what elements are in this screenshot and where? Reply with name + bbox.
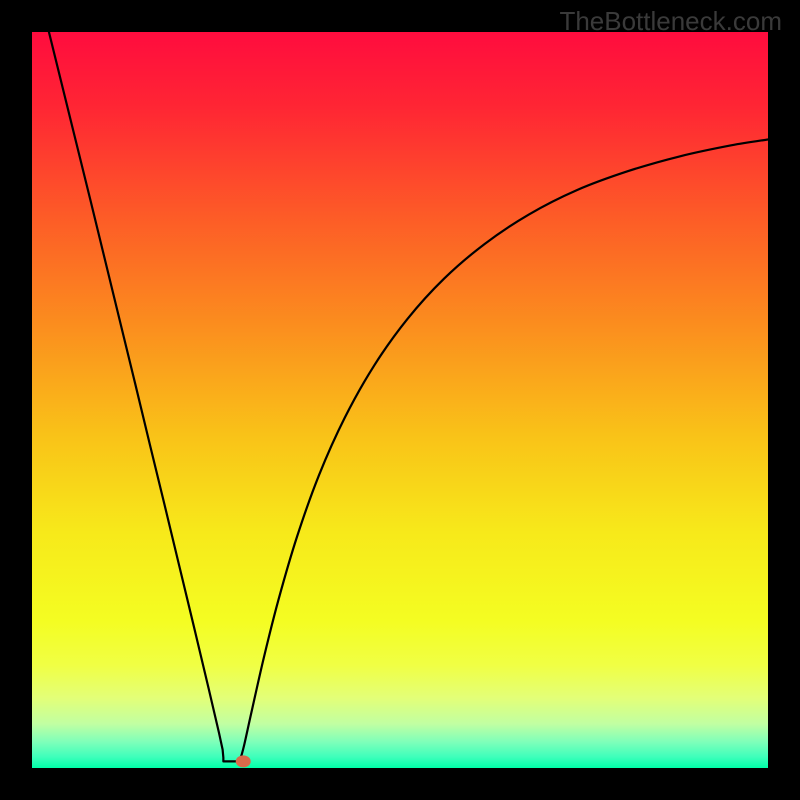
gradient-background [32, 32, 768, 768]
plot-area [32, 32, 768, 768]
watermark-label: TheBottleneck.com [559, 6, 782, 37]
plot-svg [32, 32, 768, 768]
chart-stage: TheBottleneck.com [0, 0, 800, 800]
optimum-marker [236, 755, 251, 767]
